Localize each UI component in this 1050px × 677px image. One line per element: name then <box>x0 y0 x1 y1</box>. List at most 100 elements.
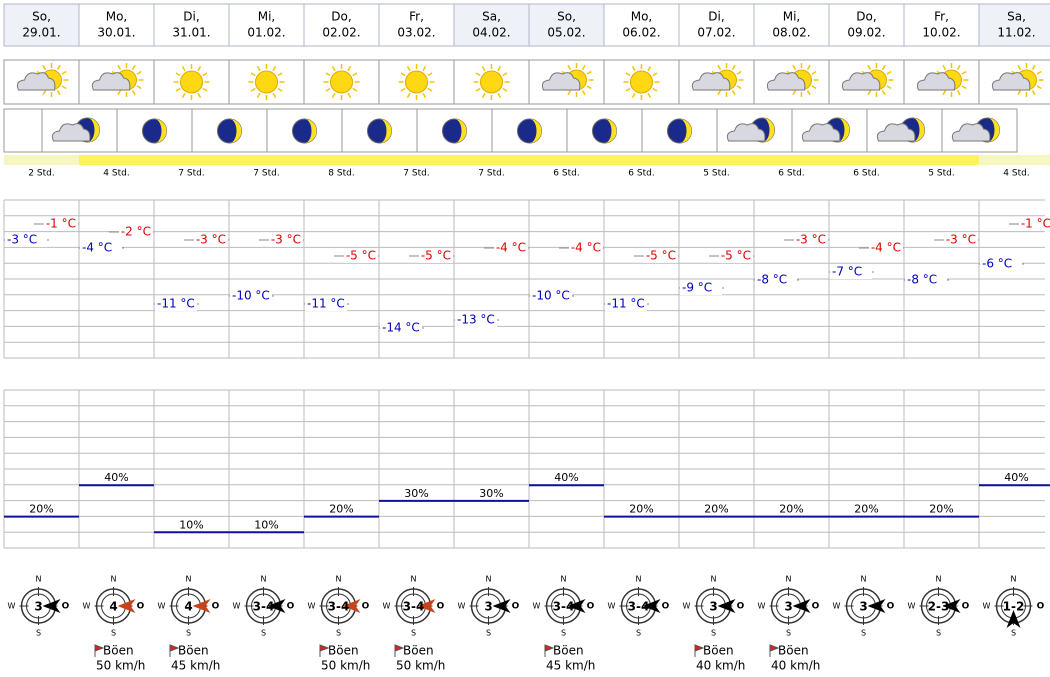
sun-hours: 6 Std. <box>853 169 879 179</box>
max-temp: -5 °C <box>721 249 751 263</box>
compass-n: N <box>36 575 42 584</box>
weekday: Do, <box>331 10 351 24</box>
sun <box>480 70 503 94</box>
gust-speed: 45 km/h <box>171 659 220 673</box>
moon <box>154 119 167 143</box>
sun-ray <box>806 64 811 70</box>
sun-ray <box>347 92 352 98</box>
date: 31.01. <box>172 26 210 40</box>
sun-bar <box>154 155 229 165</box>
sun <box>330 70 353 94</box>
min-temp: -3 °C <box>7 233 37 247</box>
label-bg <box>380 321 422 335</box>
label-bg <box>119 225 153 239</box>
sun-ray <box>497 66 502 72</box>
compass-e: O <box>812 602 820 612</box>
compass-w: W <box>83 602 91 611</box>
weekday: So, <box>557 10 576 24</box>
night-icon <box>951 117 1000 143</box>
compass-n: N <box>411 575 417 584</box>
icon-cell <box>716 108 793 153</box>
compass-e: O <box>62 602 70 612</box>
weekday: So, <box>32 10 51 24</box>
gust-label: Böen <box>703 644 734 658</box>
compass-w: W <box>458 602 466 611</box>
sun-ray <box>250 87 256 92</box>
max-temp: -1 °C <box>46 217 76 231</box>
label-bg <box>80 241 122 255</box>
compass-e: O <box>662 602 670 612</box>
night-icon <box>51 117 100 143</box>
compass-n: N <box>186 575 192 584</box>
precip-label: 20% <box>329 503 353 516</box>
min-temp: -9 °C <box>682 281 712 295</box>
precip-label: 30% <box>404 487 428 500</box>
cloud <box>991 72 1031 91</box>
sun-ray <box>1036 85 1042 90</box>
max-temp: -5 °C <box>421 249 451 263</box>
sun-ray <box>581 64 586 70</box>
min-temp: -8 °C <box>757 273 787 287</box>
gust-label: Böen <box>328 644 359 658</box>
weekday: Mi, <box>783 10 801 24</box>
gust-speed: 50 km/h <box>321 659 370 673</box>
compass-e: O <box>287 602 295 612</box>
precip-label: 40% <box>104 471 128 484</box>
day-icon <box>691 63 744 97</box>
min-temp: -13 °C <box>457 313 495 327</box>
day-header <box>978 3 1050 47</box>
compass-w: W <box>533 602 541 611</box>
precip-label: 20% <box>29 503 53 516</box>
day-header <box>753 3 830 47</box>
sun-ray <box>625 72 631 77</box>
sun-ray <box>736 85 742 90</box>
precip-label: 20% <box>929 503 953 516</box>
wind-arrow <box>492 599 511 613</box>
wind-arrow <box>792 599 811 613</box>
compass-s: S <box>411 629 416 638</box>
wind-arrow <box>267 599 286 613</box>
compass-w: W <box>8 602 16 611</box>
compass-w: W <box>233 602 241 611</box>
compass-n: N <box>636 575 642 584</box>
sun-ray <box>586 70 592 75</box>
max-temp: -4 °C <box>496 241 526 255</box>
weekday: Mo, <box>106 10 128 24</box>
sun-ray <box>352 87 358 92</box>
wind-arrow <box>717 599 736 613</box>
night-icon <box>517 118 542 144</box>
night-icon <box>592 118 617 144</box>
label-bg <box>719 249 753 263</box>
sun-ray <box>272 92 277 98</box>
cloud <box>726 123 766 142</box>
cloud <box>766 72 806 91</box>
label-bg <box>44 217 78 231</box>
precip-label: 10% <box>254 518 278 531</box>
sun-ray <box>256 66 261 72</box>
sun-ray <box>502 87 508 92</box>
precip-label: 20% <box>854 503 878 516</box>
precip-label: 20% <box>704 503 728 516</box>
day-icon <box>173 64 210 100</box>
sun-ray <box>736 70 742 75</box>
min-temp: -10 °C <box>232 289 270 303</box>
wind-compass: N S W O 3-4 <box>608 575 670 638</box>
sun-ray <box>136 85 142 90</box>
sun-ray <box>331 66 336 72</box>
night-icon <box>292 118 317 144</box>
compass-e: O <box>137 602 145 612</box>
compass-s: S <box>636 629 641 638</box>
label-bg <box>155 297 197 311</box>
sun-ray <box>352 72 358 77</box>
gust-speed: 45 km/h <box>546 659 595 673</box>
precip-label: 40% <box>554 471 578 484</box>
min-temp: -14 °C <box>382 321 420 335</box>
label-bg <box>869 241 903 255</box>
sun-ray <box>806 90 811 96</box>
sun-ray <box>497 92 502 98</box>
cloud <box>541 72 581 91</box>
wind-force: 3-4 <box>403 600 425 614</box>
sun-bar <box>529 155 604 165</box>
sun-bar <box>79 155 154 165</box>
